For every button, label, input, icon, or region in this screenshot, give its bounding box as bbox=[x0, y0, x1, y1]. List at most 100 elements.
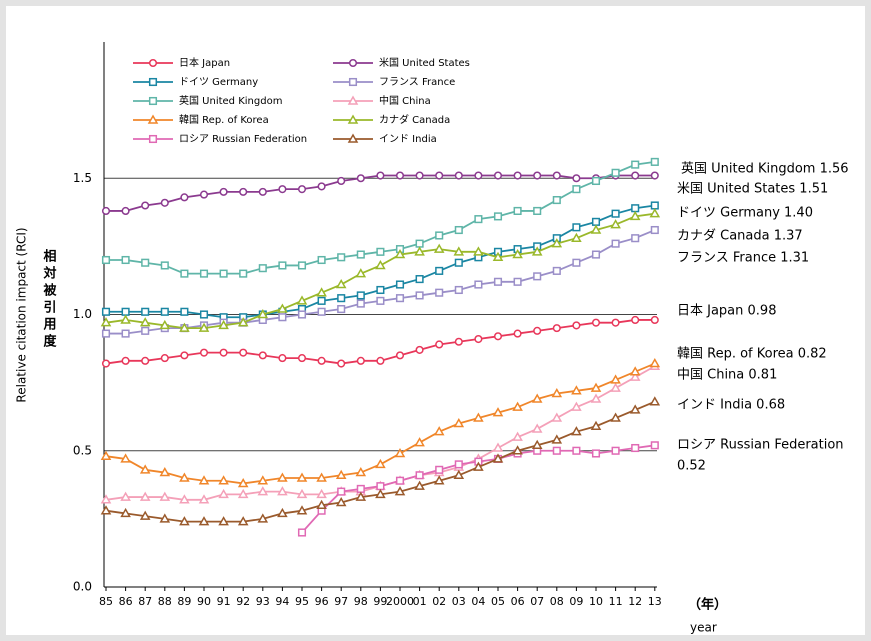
x-tick-label: 93 bbox=[256, 595, 270, 608]
marker bbox=[139, 491, 151, 501]
x-tick-label: 91 bbox=[217, 595, 231, 608]
marker bbox=[375, 259, 386, 270]
marker bbox=[433, 426, 445, 436]
marker bbox=[141, 258, 150, 267]
marker bbox=[337, 487, 346, 496]
x-tick-label: 07 bbox=[530, 595, 544, 608]
marker bbox=[376, 296, 385, 305]
marker bbox=[296, 488, 308, 499]
marker bbox=[493, 171, 503, 180]
marker bbox=[435, 465, 444, 474]
x-tick-label: 97 bbox=[334, 595, 348, 608]
y-tick-label: 1.5 bbox=[73, 171, 92, 185]
marker bbox=[101, 329, 111, 338]
end-annotation: 日本 Japan 0.98 bbox=[677, 304, 776, 319]
marker bbox=[121, 307, 130, 316]
legend-label: 英国 United Kingdom bbox=[179, 94, 282, 107]
end-annotation: 英国 United Kingdom 1.56 bbox=[681, 162, 849, 177]
marker bbox=[629, 404, 641, 414]
marker bbox=[139, 317, 151, 327]
marker bbox=[180, 269, 189, 278]
x-tick-label: 13 bbox=[648, 595, 662, 608]
marker bbox=[218, 319, 229, 330]
x-axis-label: （年） bbox=[688, 597, 727, 613]
marker bbox=[611, 168, 620, 177]
marker bbox=[453, 417, 465, 428]
marker bbox=[572, 321, 581, 330]
marker bbox=[356, 484, 365, 493]
marker bbox=[356, 356, 365, 365]
marker bbox=[650, 225, 659, 235]
marker bbox=[179, 322, 190, 332]
marker bbox=[591, 250, 601, 259]
marker bbox=[395, 351, 405, 360]
x-tick-label: 86 bbox=[119, 595, 133, 608]
marker bbox=[610, 219, 621, 229]
marker bbox=[631, 234, 640, 243]
marker bbox=[160, 307, 169, 316]
marker bbox=[631, 160, 640, 169]
marker bbox=[198, 516, 210, 526]
marker bbox=[414, 480, 425, 490]
x-tick-label: 94 bbox=[275, 595, 289, 608]
legend-label: 米国 United States bbox=[379, 56, 470, 69]
marker bbox=[611, 209, 620, 218]
marker bbox=[493, 277, 503, 286]
x-tick-label: 2000 bbox=[386, 595, 414, 608]
marker bbox=[219, 187, 228, 196]
x-axis-label-en: year bbox=[690, 621, 717, 635]
marker bbox=[435, 266, 444, 275]
marker bbox=[572, 185, 581, 194]
marker bbox=[297, 354, 307, 363]
marker bbox=[218, 475, 229, 485]
marker bbox=[258, 264, 267, 273]
y-axis-label-ja: 相対被引用度 bbox=[41, 248, 58, 351]
marker bbox=[454, 460, 463, 469]
marker bbox=[141, 326, 150, 335]
marker bbox=[179, 516, 190, 526]
marker bbox=[415, 171, 424, 180]
marker bbox=[512, 249, 523, 259]
x-tick-label: 85 bbox=[99, 595, 113, 608]
marker bbox=[395, 476, 405, 485]
marker bbox=[591, 176, 601, 186]
end-annotation: 米国 United States 1.51 bbox=[677, 182, 828, 197]
marker bbox=[277, 472, 288, 482]
marker bbox=[572, 223, 581, 232]
marker bbox=[629, 366, 641, 376]
end-annotation: フランス France 1.31 bbox=[677, 251, 809, 266]
marker bbox=[552, 324, 561, 333]
marker bbox=[552, 196, 561, 205]
marker bbox=[198, 494, 210, 504]
marker bbox=[395, 171, 405, 180]
end-annotation: 中国 China 0.81 bbox=[677, 368, 777, 383]
marker bbox=[376, 247, 385, 256]
end-annotation: 0.52 bbox=[677, 459, 706, 474]
legend-marker bbox=[348, 58, 358, 68]
marker bbox=[237, 516, 249, 526]
marker bbox=[631, 315, 640, 325]
marker bbox=[258, 351, 267, 360]
marker bbox=[121, 255, 130, 265]
marker bbox=[121, 356, 130, 365]
marker bbox=[533, 326, 542, 335]
y-tick-label: 0.5 bbox=[73, 443, 92, 457]
legend-marker bbox=[348, 77, 358, 87]
marker bbox=[649, 358, 661, 368]
marker bbox=[376, 285, 385, 295]
marker bbox=[180, 351, 189, 360]
marker bbox=[376, 356, 385, 365]
legend-marker bbox=[148, 134, 158, 144]
legend-label: ドイツ Germany bbox=[179, 77, 258, 88]
marker bbox=[337, 253, 346, 262]
marker bbox=[218, 516, 229, 526]
marker bbox=[316, 287, 327, 297]
marker bbox=[376, 171, 385, 180]
marker bbox=[453, 469, 465, 480]
marker bbox=[493, 212, 503, 221]
marker bbox=[433, 243, 445, 253]
end-annotation: カナダ Canada 1.37 bbox=[677, 229, 803, 244]
marker bbox=[552, 266, 561, 275]
legend-marker bbox=[347, 133, 359, 143]
